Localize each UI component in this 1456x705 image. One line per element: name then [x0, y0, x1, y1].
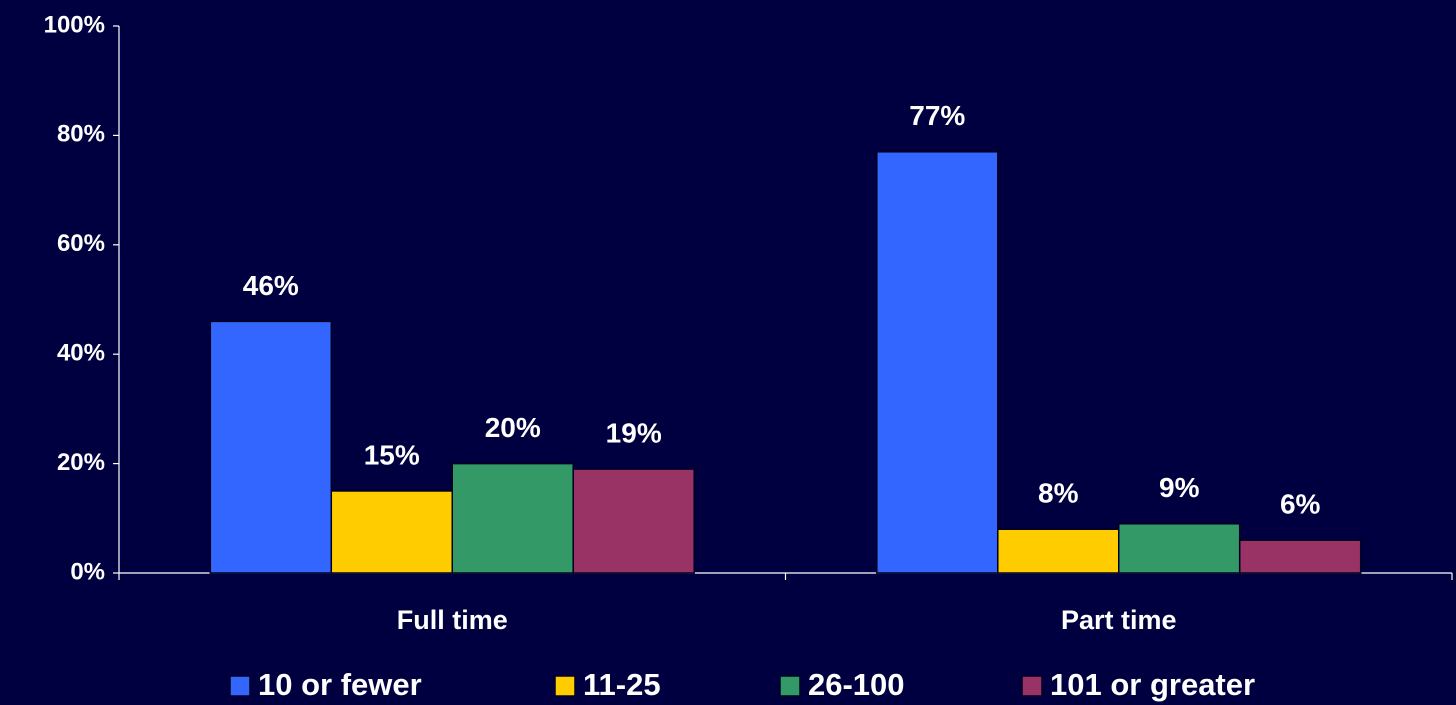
data-label: 46%: [243, 270, 299, 301]
y-tick-label: 80%: [57, 121, 105, 148]
data-label: 8%: [1038, 478, 1079, 509]
data-label: 19%: [606, 417, 662, 448]
bar: [1118, 523, 1241, 574]
legend-swatch: [554, 675, 576, 697]
legend-label: 10 or fewer: [258, 667, 422, 702]
bar: [209, 320, 333, 574]
bar: [451, 462, 574, 574]
data-label: 9%: [1159, 472, 1200, 503]
legend-swatch: [229, 675, 251, 697]
data-label: 77%: [909, 100, 965, 131]
legend-swatch: [779, 675, 801, 697]
data-label: 15%: [364, 439, 420, 470]
y-tick-label: 20%: [57, 449, 105, 476]
bar: [572, 468, 695, 574]
y-tick-label: 0%: [70, 558, 105, 585]
legend-label: 26-100: [808, 667, 905, 702]
legend-label: 101 or greater: [1050, 667, 1255, 702]
bar: [330, 490, 453, 574]
bar: [876, 151, 999, 574]
y-tick-label: 100%: [44, 11, 105, 38]
data-label: 6%: [1280, 489, 1321, 520]
x-tick-label: Full time: [397, 605, 508, 635]
legend-label: 11-25: [583, 667, 661, 702]
data-label: 20%: [485, 412, 541, 443]
x-tick-label: Part time: [1061, 605, 1177, 635]
bar: [1238, 539, 1362, 574]
legend-swatch: [1021, 675, 1043, 697]
bar: [997, 528, 1120, 574]
y-tick-label: 60%: [57, 230, 105, 257]
y-tick-label: 40%: [57, 340, 105, 367]
